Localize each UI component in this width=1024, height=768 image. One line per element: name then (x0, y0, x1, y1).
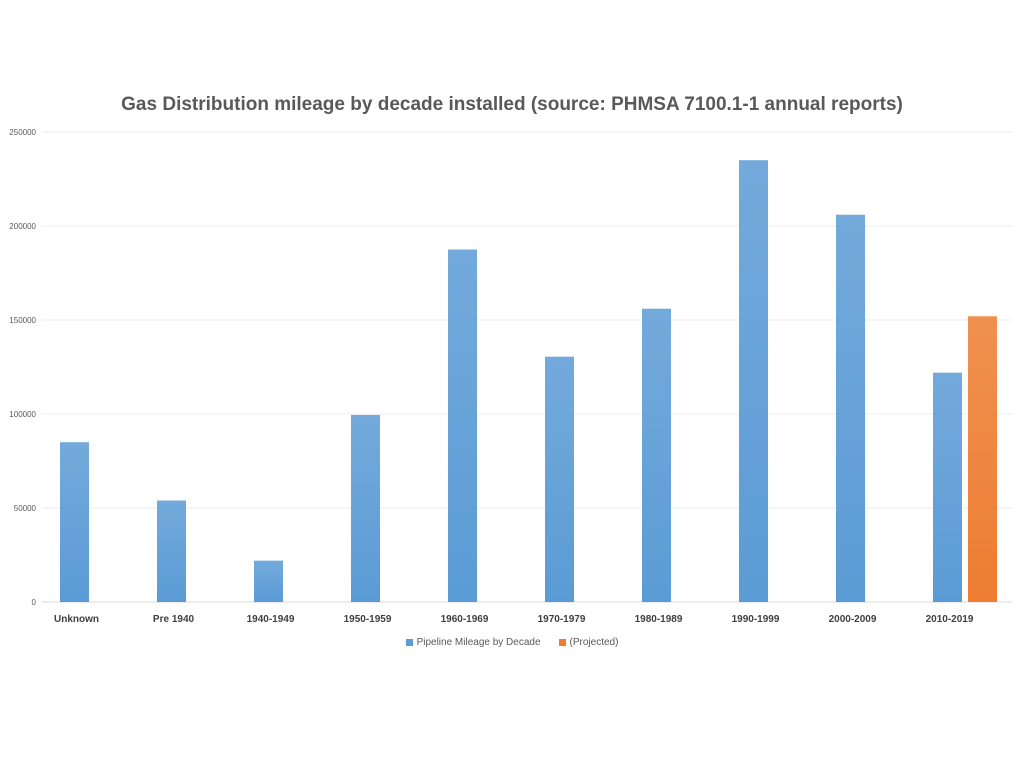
bar (642, 308, 671, 602)
x-tick-label: 1970-1979 (538, 614, 586, 625)
legend: Pipeline Mileage by Decade (Projected) (0, 637, 1024, 648)
bar (254, 560, 283, 602)
legend-item-projected: (Projected) (558, 637, 619, 648)
x-tick-label: 1960-1969 (441, 614, 489, 625)
y-tick-label: 200000 (9, 222, 36, 231)
x-tick-label: Unknown (54, 614, 99, 625)
bar (351, 414, 380, 602)
x-tick-label: 1950-1959 (344, 614, 392, 625)
x-tick-label: 1990-1999 (732, 614, 780, 625)
y-tick-label: 50000 (14, 504, 37, 513)
y-tick-label: 150000 (9, 316, 36, 325)
chart-title: Gas Distribution mileage by decade insta… (121, 94, 903, 115)
bar (545, 356, 574, 602)
x-tick-label: 1980-1989 (635, 614, 683, 625)
legend-label-mileage: Pipeline Mileage by Decade (416, 637, 541, 648)
bar (448, 249, 477, 602)
bar (157, 500, 186, 602)
bar (836, 214, 865, 602)
x-tick-label: Pre 1940 (153, 614, 195, 625)
y-tick-label: 250000 (9, 128, 36, 137)
y-tick-label: 100000 (9, 410, 36, 419)
bar (739, 160, 768, 602)
bar (933, 372, 962, 602)
bar (968, 316, 997, 602)
x-tick-label: 1940-1949 (247, 614, 295, 625)
x-tick-label: 2000-2009 (829, 614, 877, 625)
bar (60, 442, 89, 602)
x-tick-label: 2010-2019 (926, 614, 974, 625)
y-tick-label: 0 (32, 598, 37, 607)
legend-swatch-projected (558, 639, 566, 646)
legend-swatch-mileage (405, 639, 413, 646)
legend-item-mileage: Pipeline Mileage by Decade (405, 637, 541, 648)
legend-label-projected: (Projected) (569, 637, 619, 648)
